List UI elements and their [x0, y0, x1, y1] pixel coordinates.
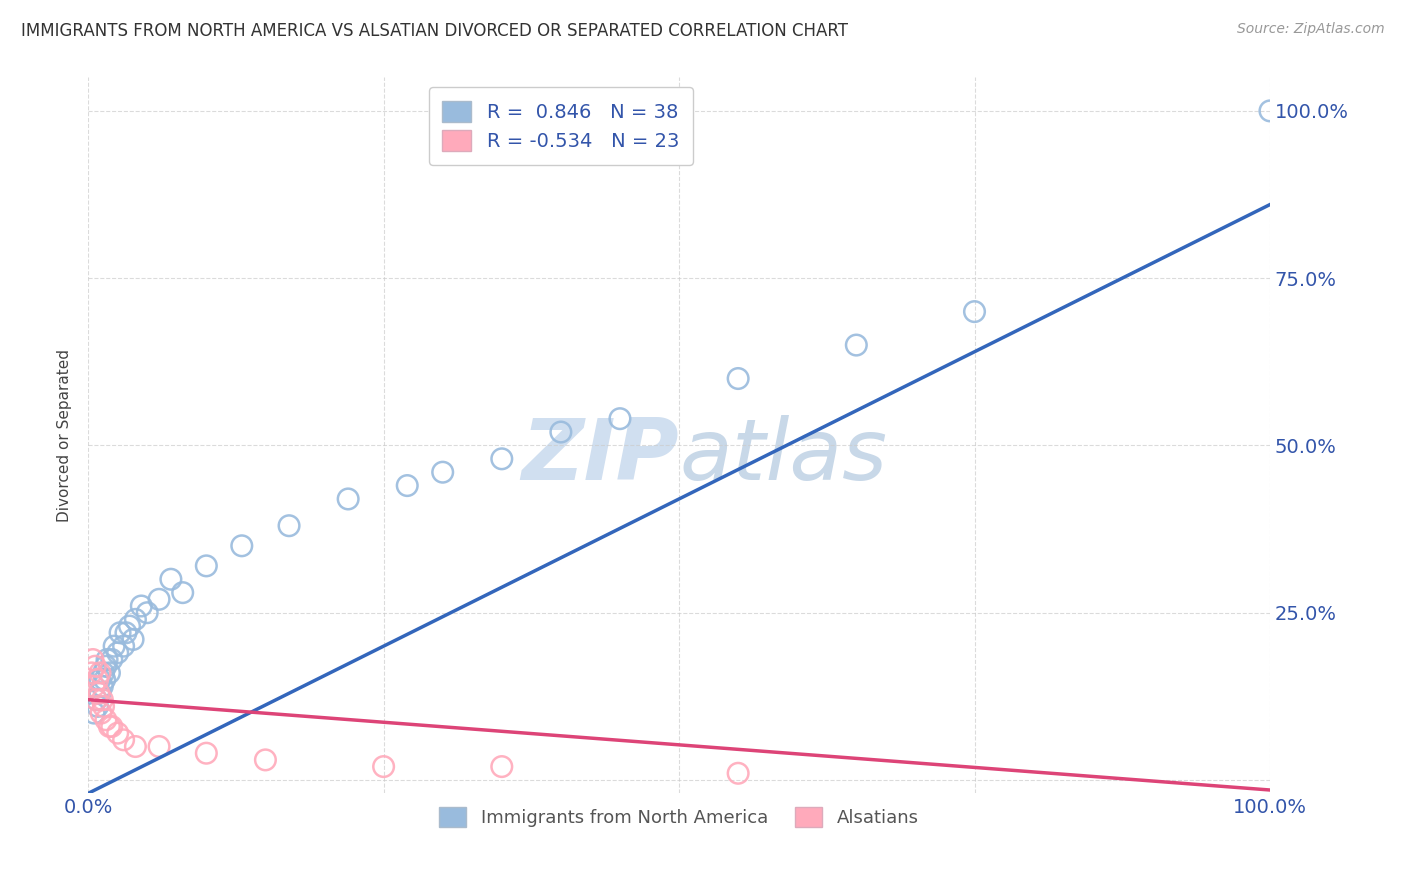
Point — [98, 719, 121, 733]
Point — [195, 558, 218, 573]
Point — [172, 585, 194, 599]
Point — [254, 753, 277, 767]
Point — [96, 652, 118, 666]
Point — [491, 451, 513, 466]
Point — [90, 706, 112, 720]
Point — [103, 639, 125, 653]
Point — [148, 739, 170, 754]
Point — [1258, 103, 1281, 118]
Point — [373, 759, 395, 773]
Point — [278, 518, 301, 533]
Point — [82, 652, 104, 666]
Point — [93, 699, 115, 714]
Point — [86, 673, 108, 687]
Point — [89, 673, 111, 687]
Text: ZIP: ZIP — [522, 416, 679, 499]
Point — [118, 619, 141, 633]
Point — [727, 371, 749, 385]
Point — [112, 732, 135, 747]
Point — [124, 739, 146, 754]
Point — [107, 726, 129, 740]
Point — [122, 632, 145, 647]
Point — [609, 411, 631, 425]
Point — [86, 692, 108, 706]
Point — [93, 665, 115, 680]
Point — [93, 673, 115, 687]
Point — [396, 478, 419, 492]
Text: IMMIGRANTS FROM NORTH AMERICA VS ALSATIAN DIVORCED OR SEPARATED CORRELATION CHAR: IMMIGRANTS FROM NORTH AMERICA VS ALSATIA… — [21, 22, 848, 40]
Point — [160, 572, 183, 586]
Point — [89, 665, 111, 680]
Point — [845, 338, 868, 352]
Point — [80, 665, 103, 680]
Point — [148, 592, 170, 607]
Point — [115, 625, 138, 640]
Point — [124, 612, 146, 626]
Point — [727, 766, 749, 780]
Point — [83, 679, 105, 693]
Point — [136, 606, 159, 620]
Point — [108, 625, 131, 640]
Point — [195, 746, 218, 760]
Point — [231, 539, 253, 553]
Point — [112, 639, 135, 653]
Point — [94, 713, 117, 727]
Point — [87, 686, 110, 700]
Point — [963, 304, 986, 318]
Point — [107, 646, 129, 660]
Point — [91, 692, 114, 706]
Text: Source: ZipAtlas.com: Source: ZipAtlas.com — [1237, 22, 1385, 37]
Text: atlas: atlas — [679, 416, 887, 499]
Point — [86, 692, 108, 706]
Point — [101, 719, 124, 733]
Point — [83, 706, 105, 720]
Point — [98, 665, 121, 680]
Y-axis label: Divorced or Separated: Divorced or Separated — [58, 349, 72, 522]
Point — [86, 699, 108, 714]
Point — [84, 659, 107, 673]
Point — [101, 652, 124, 666]
Point — [89, 686, 111, 700]
Point — [94, 659, 117, 673]
Point — [91, 679, 114, 693]
Point — [432, 465, 454, 479]
Point — [491, 759, 513, 773]
Point — [337, 491, 360, 506]
Point — [550, 425, 572, 439]
Legend: Immigrants from North America, Alsatians: Immigrants from North America, Alsatians — [432, 800, 927, 834]
Point — [131, 599, 153, 613]
